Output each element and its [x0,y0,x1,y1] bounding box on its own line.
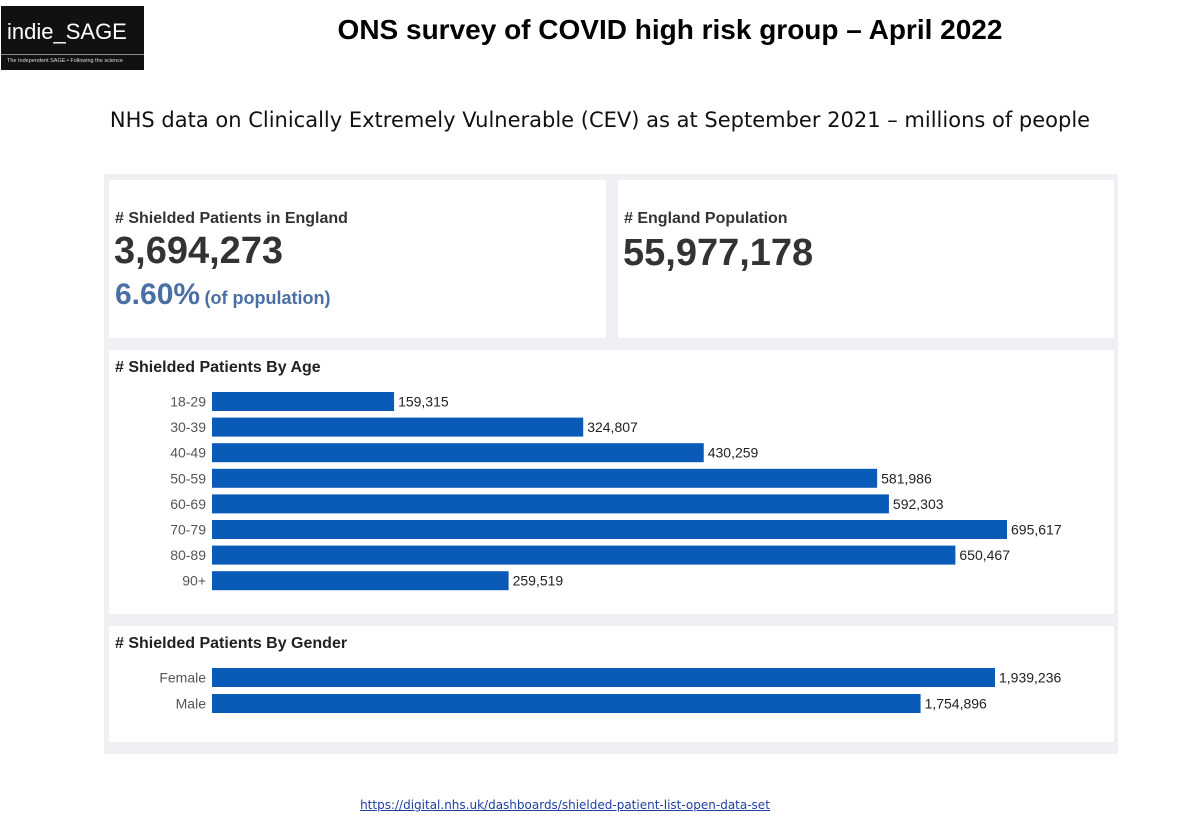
category-label: 30-39 [170,419,206,435]
bar [212,468,878,488]
logo-divider [1,54,144,55]
kpi-shielded-value: 3,694,273 [114,230,284,272]
kpi-population-label: # England Population [624,210,788,227]
kpi-pct-value: 6.60% [115,278,201,311]
kpi-shielded-label: # Shielded Patients in England [115,210,348,227]
kpi-population-value: 55,977,178 [623,232,814,274]
bar [212,443,704,463]
value-label: 592,303 [893,496,944,512]
category-label: Male [176,696,207,712]
logo-tagline: The Independent SAGE • Following the sci… [7,58,123,64]
value-label: 159,315 [398,394,449,410]
age-chart-title: # Shielded Patients By Age [115,359,321,376]
bar [212,392,395,411]
value-label: 324,807 [587,419,638,435]
page-title: ONS survey of COVID high risk group – Ap… [337,14,1003,45]
bar [212,694,921,713]
source-link[interactable]: https://digital.nhs.uk/dashboards/shield… [360,798,770,812]
category-label: 50-59 [170,470,206,486]
value-label: 1,754,896 [925,696,987,712]
dashboard: # Shielded Patients in England 3,694,273… [104,174,1118,754]
kpi-pct-note: (of population) [204,288,331,308]
indie-sage-logo: indie_SAGE The Independent SAGE • Follow… [1,6,144,70]
kpi-population-panel: # England Population 55,977,178 [618,180,1114,338]
category-label: 18-29 [170,394,206,410]
category-label: 70-79 [170,522,206,538]
category-label: 90+ [182,573,206,589]
page-subtitle: NHS data on Clinically Extremely Vulnera… [109,108,1091,132]
value-label: 581,986 [881,470,932,486]
bar [212,545,956,565]
value-label: 650,467 [959,547,1010,563]
kpi-shielded-panel: # Shielded Patients in England 3,694,273… [109,180,606,338]
category-label: 60-69 [170,496,206,512]
bar [212,668,995,687]
bar [212,520,1007,539]
value-label: 430,259 [708,445,759,461]
value-label: 695,617 [1011,522,1062,538]
gender-chart-panel: # Shielded Patients By Gender Female 1,93… [109,626,1114,742]
logo-text: indie_SAGE [7,19,127,44]
bar [212,494,889,514]
value-label: 259,519 [513,573,564,589]
kpi-shielded-percentage: 6.60% (of population) [115,278,331,312]
category-label: Female [159,670,206,686]
gender-bar-chart: Female 1,939,236 Male 1,754,896 [159,668,1061,713]
gender-chart-title: # Shielded Patients By Gender [115,635,348,652]
category-label: 80-89 [170,547,206,563]
bar [212,571,509,591]
category-label: 40-49 [170,445,206,461]
value-label: 1,939,236 [999,670,1061,686]
bar [212,417,584,437]
age-chart-panel: # Shielded Patients By Age 18-29 159,315 3… [109,350,1114,614]
age-bar-chart: 18-29 159,315 30-39 324,807 40-49 430,259 50-5… [170,392,1062,591]
